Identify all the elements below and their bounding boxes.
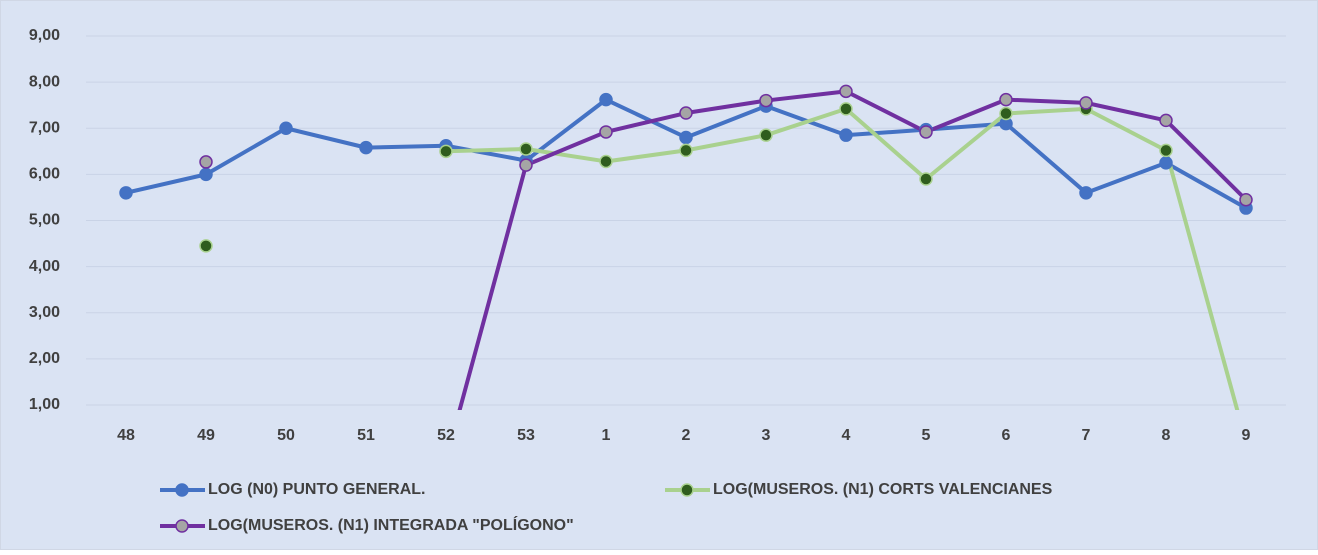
y-tick-label: 7,00 [29,119,60,136]
legend-marker [680,483,694,497]
data-point [439,144,453,159]
data-point [1239,192,1253,207]
x-tick-label: 52 [437,427,455,444]
x-tick-label: 48 [117,427,135,444]
data-point [119,186,133,200]
data-point [279,121,293,135]
x-tick-label: 9 [1242,427,1251,444]
legend-label: LOG(MUSEROS. (N1) INTEGRADA "POLÍGONO" [208,515,574,534]
y-tick-label: 1,00 [29,396,60,413]
legend-label: LOG(MUSEROS. (N1) CORTS VALENCIANES [713,481,1053,498]
data-point [199,167,213,182]
x-tick-label: 6 [1002,427,1011,444]
data-point [199,239,213,253]
x-tick-label: 1 [602,427,611,444]
data-point [679,130,693,145]
data-point [839,102,853,116]
y-tick-label: 6,00 [29,166,60,183]
data-point [519,158,533,172]
data-point [1159,156,1173,170]
y-tick-label: 2,00 [29,350,60,367]
data-point [679,106,693,120]
data-point [679,143,693,158]
y-tick-label: 4,00 [29,258,60,275]
data-point [839,128,853,142]
data-point [919,125,933,139]
x-tick-label: 49 [197,427,215,444]
data-point [1079,186,1093,200]
data-point [759,93,773,108]
data-point [1159,143,1173,158]
data-point [199,155,213,169]
plot-area [119,84,1253,410]
x-tick-label: 8 [1162,427,1171,444]
x-tick-label: 50 [277,427,295,444]
data-point [919,172,933,186]
data-point [999,92,1013,107]
legend-label: LOG (N0) PUNTO GENERAL. [208,481,426,498]
x-tick-label: 2 [682,427,691,444]
y-tick-label: 5,00 [29,212,60,229]
data-point [599,92,613,107]
x-tick-label: 5 [922,427,931,444]
data-point [599,125,613,139]
data-point [1159,113,1173,128]
y-tick-label: 8,00 [29,73,60,90]
y-tick-label: 3,00 [29,304,60,321]
x-tick-label: 3 [762,427,771,444]
data-point [519,142,533,156]
data-point [599,154,613,169]
x-tick-label: 4 [842,427,851,444]
x-tick-label: 7 [1082,427,1091,444]
x-tick-label: 51 [357,427,375,444]
y-tick-label: 9,00 [29,27,60,44]
data-point [839,84,853,99]
data-point [999,106,1013,121]
data-point [1079,96,1093,110]
data-point [759,128,773,142]
data-point [359,140,373,155]
legend-marker [175,519,189,533]
x-tick-label: 53 [517,427,535,444]
legend-marker [175,483,189,497]
